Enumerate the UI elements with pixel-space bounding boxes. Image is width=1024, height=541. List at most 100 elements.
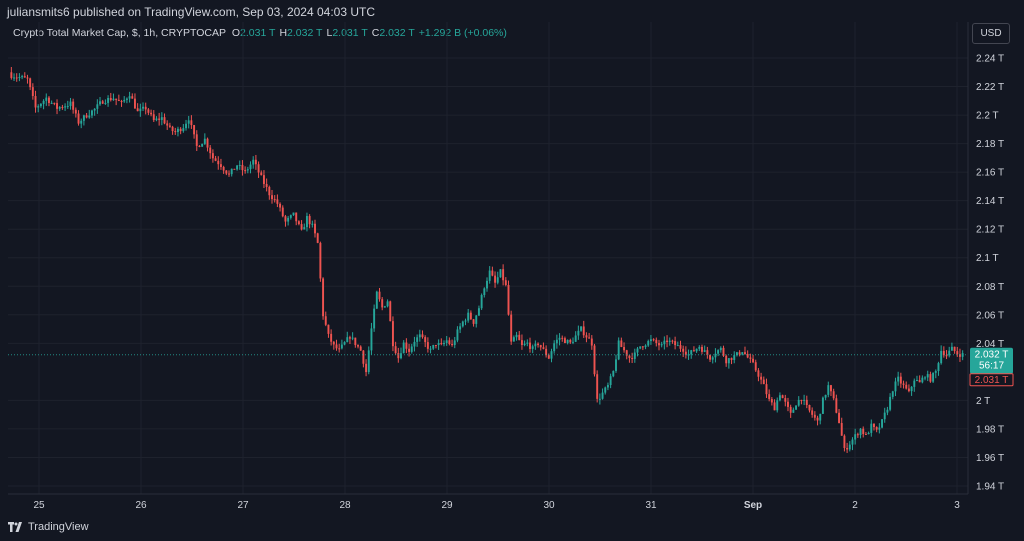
candle-body bbox=[228, 173, 230, 175]
candle-body bbox=[244, 170, 247, 172]
candle-body bbox=[725, 355, 728, 364]
candle-body bbox=[609, 376, 612, 386]
candle-body bbox=[107, 97, 110, 103]
candle-body bbox=[902, 383, 905, 385]
candle-body bbox=[770, 399, 773, 403]
low-value: 2.031 T bbox=[332, 27, 368, 39]
candle-body bbox=[464, 320, 467, 322]
candle-body bbox=[754, 362, 757, 371]
candle-body bbox=[690, 350, 693, 355]
candle-body bbox=[749, 357, 752, 359]
candle-body bbox=[805, 399, 808, 405]
candle-body bbox=[886, 409, 889, 413]
candle-body bbox=[816, 417, 819, 421]
candle-body bbox=[375, 291, 378, 309]
candle-body bbox=[367, 350, 370, 373]
candle-body bbox=[295, 212, 298, 222]
candle-body bbox=[504, 280, 507, 285]
candle-body bbox=[354, 337, 357, 346]
candle-body bbox=[203, 138, 206, 144]
low-price-tag bbox=[969, 373, 1014, 387]
candle-body bbox=[671, 340, 674, 342]
candle-body bbox=[185, 123, 187, 129]
candle-body bbox=[434, 345, 437, 347]
candle-body bbox=[744, 352, 746, 354]
close-value: 2.032 T bbox=[379, 27, 415, 39]
candle-body bbox=[18, 77, 21, 79]
candle-body bbox=[42, 100, 45, 104]
candle-body bbox=[924, 377, 927, 379]
candle-body bbox=[598, 398, 601, 400]
candle-body bbox=[905, 384, 908, 389]
currency-button[interactable]: USD bbox=[972, 23, 1010, 44]
candle-body bbox=[507, 284, 510, 315]
candle-body bbox=[394, 346, 397, 354]
candle-body bbox=[230, 168, 233, 175]
candle-body bbox=[687, 354, 690, 356]
candle-body bbox=[612, 370, 615, 377]
candle-body bbox=[596, 374, 599, 399]
candle-body bbox=[856, 434, 859, 436]
x-tick-label: Sep bbox=[744, 500, 762, 511]
candle-body bbox=[531, 346, 534, 349]
candle-body bbox=[61, 106, 64, 108]
candle-body bbox=[23, 76, 26, 78]
candle-body bbox=[303, 227, 306, 230]
candle-body bbox=[469, 312, 472, 320]
candle-body bbox=[279, 203, 282, 208]
candle-body bbox=[641, 346, 644, 348]
candle-body bbox=[120, 100, 123, 102]
candle-body bbox=[555, 339, 558, 344]
candle-body bbox=[864, 433, 867, 435]
candle-body bbox=[176, 128, 179, 133]
candle-body bbox=[338, 348, 341, 350]
candle-body bbox=[792, 409, 795, 413]
candle-body bbox=[152, 114, 155, 121]
candle-body bbox=[956, 351, 959, 355]
candle-body bbox=[574, 335, 577, 342]
candle-body bbox=[179, 128, 182, 132]
candle-body bbox=[219, 164, 222, 167]
current-price-tag bbox=[970, 347, 1013, 374]
candle-body bbox=[854, 434, 857, 440]
candle-body bbox=[649, 339, 652, 342]
candle-body bbox=[297, 221, 300, 225]
candle-body bbox=[719, 347, 722, 351]
brand-name: TradingView bbox=[28, 521, 89, 533]
candle-body bbox=[566, 339, 569, 344]
candle-body bbox=[158, 118, 161, 120]
symbol-name[interactable]: Crypto Total Market Cap, $, 1h, CRYPTOCA… bbox=[13, 27, 227, 39]
candle-body bbox=[15, 77, 18, 79]
y-tick-label: 2.1 T bbox=[976, 253, 999, 264]
candle-body bbox=[515, 334, 518, 338]
candle-body bbox=[601, 392, 604, 399]
candle-body bbox=[940, 350, 943, 364]
tradingview-brand[interactable]: TradingView bbox=[8, 521, 89, 533]
candle-body bbox=[34, 96, 37, 108]
candle-body bbox=[171, 126, 174, 132]
price-axis[interactable]: 2.24 T 2.22 T 2.2 T 2.18 T 2.16 T 2.14 T 2.12 … bbox=[967, 22, 1004, 494]
candle-body bbox=[545, 348, 548, 356]
candle-body bbox=[391, 321, 394, 347]
candle-body bbox=[907, 388, 910, 392]
open-value: 2.031 T bbox=[240, 27, 276, 39]
candle-body bbox=[563, 338, 566, 344]
candle-body bbox=[585, 335, 588, 338]
candle-body bbox=[666, 340, 669, 342]
candle-body bbox=[109, 97, 112, 101]
candle-body bbox=[878, 427, 881, 430]
x-tick-label: 3 bbox=[954, 500, 960, 511]
candle-body bbox=[488, 270, 491, 281]
candle-body bbox=[813, 414, 816, 418]
candle-body bbox=[432, 345, 435, 349]
candle-body bbox=[400, 353, 402, 359]
candle-body bbox=[652, 339, 655, 341]
time-axis[interactable]: 25 26 27 28 29 30 31 Sep 2 3 bbox=[8, 493, 968, 511]
candle-body bbox=[467, 312, 470, 321]
candle-body bbox=[45, 97, 48, 101]
candle-body bbox=[13, 77, 15, 79]
candle-body bbox=[926, 374, 929, 378]
candle-body bbox=[37, 106, 40, 108]
x-tick-label: 25 bbox=[33, 500, 45, 511]
